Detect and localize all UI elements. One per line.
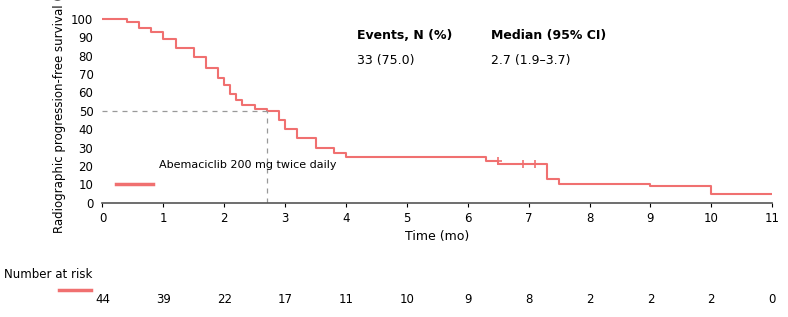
Text: 44: 44	[95, 293, 110, 306]
Text: Abemaciclib 200 mg twice daily: Abemaciclib 200 mg twice daily	[159, 160, 337, 170]
Text: 8: 8	[525, 293, 533, 306]
Text: Median (95% CI): Median (95% CI)	[491, 29, 606, 42]
Text: 2: 2	[708, 293, 715, 306]
X-axis label: Time (mo): Time (mo)	[405, 230, 470, 243]
Text: Number at risk: Number at risk	[4, 268, 92, 281]
Text: 9: 9	[464, 293, 471, 306]
Text: 2: 2	[585, 293, 593, 306]
Text: 0: 0	[768, 293, 776, 306]
Text: 17: 17	[277, 293, 292, 306]
Text: 10: 10	[400, 293, 414, 306]
Text: 33 (75.0): 33 (75.0)	[357, 54, 414, 67]
Text: Events, N (%): Events, N (%)	[357, 29, 452, 42]
Text: 2.7 (1.9–3.7): 2.7 (1.9–3.7)	[491, 54, 571, 67]
Text: 2: 2	[647, 293, 654, 306]
Text: 11: 11	[339, 293, 354, 306]
Text: 39: 39	[156, 293, 171, 306]
Y-axis label: Radiographic progression-free survival (%): Radiographic progression-free survival (…	[53, 0, 65, 233]
Text: 22: 22	[217, 293, 232, 306]
